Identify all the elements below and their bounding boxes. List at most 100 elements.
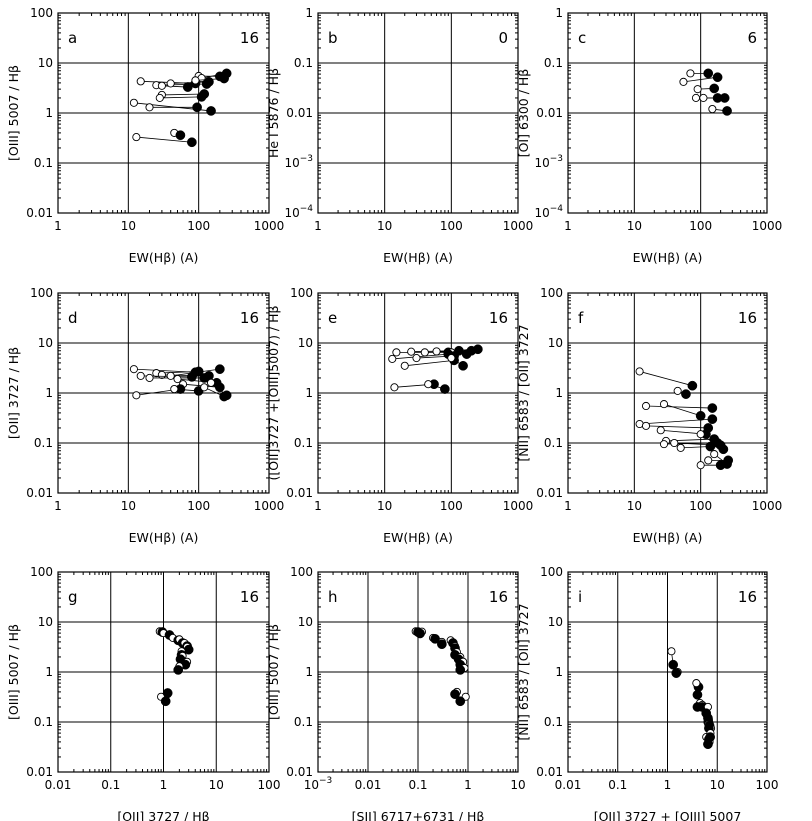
panel-e: 1 10 100 1000 0.01 0.1 1 10 100 EW(Hβ) (A) ([OII]3… xyxy=(266,286,533,545)
filled-point xyxy=(455,665,466,675)
x-tick-label: 0.01 xyxy=(355,778,382,792)
x-tick-label: 100 xyxy=(440,219,463,233)
filled-point xyxy=(712,72,723,83)
object-count: 16 xyxy=(738,588,757,606)
x-tick-label: 10 xyxy=(510,778,525,792)
filled-point xyxy=(175,130,186,141)
y-axis-label: [OIII] 5007 / Hβ xyxy=(6,624,21,720)
filled-point xyxy=(415,628,425,639)
open-point xyxy=(659,400,669,409)
x-tick-label: 1000 xyxy=(752,219,783,233)
y-tick-label: 0.01 xyxy=(26,765,53,779)
x-tick-label: 0.01 xyxy=(45,778,72,792)
filled-point xyxy=(707,414,718,424)
filled-point xyxy=(709,83,720,94)
y-axis-label: [OIII] 5007 / Hβ xyxy=(6,65,21,161)
open-point xyxy=(166,371,175,380)
open-point xyxy=(129,98,138,107)
y-tick-label: 0.1 xyxy=(294,56,313,70)
x-tick-label: 10 xyxy=(710,778,725,792)
object-count: 0 xyxy=(498,29,508,47)
open-point xyxy=(656,426,665,435)
y-tick-label: 10 xyxy=(548,615,563,629)
y-tick-label: 1 xyxy=(45,106,53,120)
x-tick-label: 1 xyxy=(54,499,62,513)
connector-line xyxy=(436,348,478,352)
y-tick-label: 1 xyxy=(555,386,563,400)
x-tick-label: 100 xyxy=(756,778,779,792)
y-tick-label: 1 xyxy=(305,6,313,20)
panel-letter: i xyxy=(578,588,582,606)
y-tick-label: 0.01 xyxy=(286,765,313,779)
object-count: 16 xyxy=(489,588,508,606)
x-tick-label: 10 xyxy=(121,499,136,513)
y-tick-label: 1 xyxy=(45,386,53,400)
panel-letter: d xyxy=(68,309,78,327)
open-point xyxy=(659,440,669,449)
y-tick-label: 10−4 xyxy=(534,204,563,220)
x-tick-label: 1000 xyxy=(254,219,285,233)
y-tick-label: 0.01 xyxy=(536,765,563,779)
filled-point xyxy=(703,68,714,79)
x-tick-label: 0.1 xyxy=(101,778,120,792)
open-point xyxy=(166,79,175,88)
connector-line xyxy=(159,96,202,99)
object-count: 6 xyxy=(747,29,757,47)
filled-point xyxy=(692,689,703,700)
connector-line xyxy=(161,93,205,96)
open-point xyxy=(641,421,651,430)
y-tick-label: 1 xyxy=(305,665,313,679)
x-tick-label: 10 xyxy=(377,219,392,233)
y-axis-label: He I 5876 / Hβ xyxy=(266,68,281,158)
open-point xyxy=(207,378,216,387)
filled-point xyxy=(440,384,450,394)
y-tick-label: 10 xyxy=(548,336,563,350)
object-count: 16 xyxy=(240,309,259,327)
filled-point xyxy=(187,137,197,148)
x-tick-label: 1 xyxy=(464,778,472,792)
y-tick-label: 10−4 xyxy=(284,204,313,220)
panel-b: 1 10 100 1000 10−4 10−3 0.01 0.1 1 EW(Hβ) (A) He I… xyxy=(266,6,533,265)
panel-letter: e xyxy=(328,309,337,327)
panel-letter: b xyxy=(328,29,338,47)
filled-point xyxy=(671,668,682,678)
open-point xyxy=(708,104,717,114)
open-point xyxy=(157,370,166,379)
open-point xyxy=(400,361,409,370)
open-point xyxy=(388,354,397,363)
open-point xyxy=(129,365,138,374)
y-tick-label: 0.1 xyxy=(544,436,563,450)
x-tick-label: 1000 xyxy=(254,499,285,513)
open-point xyxy=(424,380,433,389)
connector-line xyxy=(170,81,209,84)
x-tick-label: 100 xyxy=(689,219,712,233)
filled-point xyxy=(192,102,202,113)
filled-point xyxy=(707,403,718,413)
connector-line xyxy=(680,446,711,449)
open-point xyxy=(692,679,701,688)
filled-point xyxy=(668,659,679,670)
x-axis-label: [OII] 3727 + [OIII] 5007 xyxy=(594,809,742,821)
filled-point xyxy=(196,92,207,102)
filled-point xyxy=(705,441,716,452)
panel-f: 1 10 100 1000 0.01 0.1 1 10 100 EW(Hβ) (A) [NII] 6… xyxy=(516,286,782,545)
filled-point xyxy=(705,732,716,742)
open-point xyxy=(170,384,179,394)
x-tick-label: 1000 xyxy=(503,499,534,513)
y-tick-label: 0.1 xyxy=(34,715,53,729)
y-tick-label: 0.1 xyxy=(544,56,563,70)
panel-d: 1 10 100 1000 0.01 0.1 1 10 100 EW(Hβ) (A) [OII] 3… xyxy=(6,286,284,545)
y-tick-label: 1 xyxy=(45,665,53,679)
panel-letter: h xyxy=(328,588,338,606)
filled-point xyxy=(173,665,184,675)
filled-point xyxy=(473,344,483,355)
open-point xyxy=(667,647,676,656)
open-point xyxy=(699,93,708,102)
y-tick-label: 100 xyxy=(540,565,563,579)
y-tick-label: 0.01 xyxy=(286,106,313,120)
x-tick-label: 1 xyxy=(54,219,62,233)
y-tick-label: 100 xyxy=(290,565,313,579)
open-point xyxy=(173,375,182,384)
